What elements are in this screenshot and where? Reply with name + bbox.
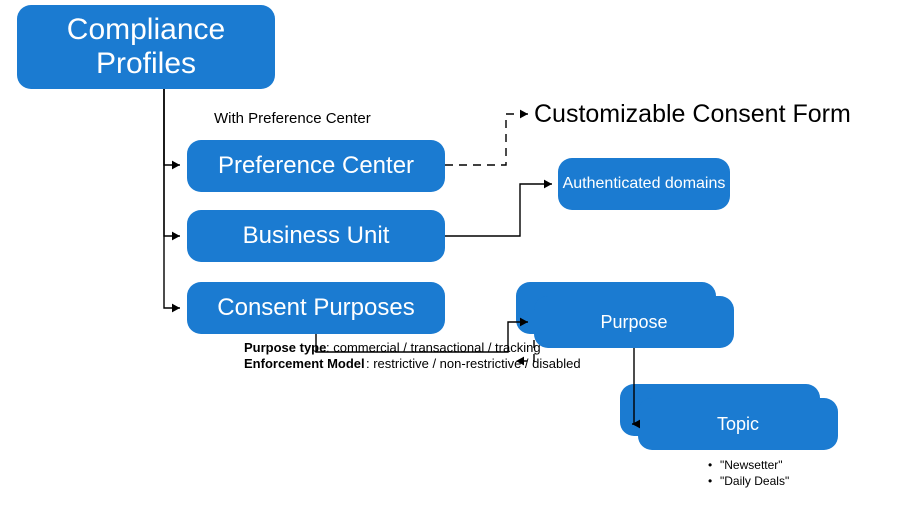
label-bullet-daily-deals: "Daily Deals" — [720, 474, 789, 488]
label-enforcement-strong: Enforcement Model — [244, 356, 365, 371]
label-purpose-type-strong: Purpose type — [244, 340, 326, 355]
node-consent-purposes: Consent Purposes — [187, 282, 445, 334]
node-label: Preference Center — [218, 152, 414, 180]
node-label: Compliance Profiles — [17, 13, 275, 82]
node-business-unit: Business Unit — [187, 210, 445, 262]
bullet-dot-2: • — [708, 474, 712, 488]
node-label: Authenticated domains — [563, 175, 726, 193]
node-label: Consent Purposes — [217, 294, 414, 322]
node-label: Purpose — [600, 312, 667, 333]
node-authenticated-domains: Authenticated domains — [558, 158, 730, 210]
label-purpose-type-rest: : commercial / transactional / tracking — [326, 340, 541, 355]
node-compliance-profiles: Compliance Profiles — [17, 5, 275, 89]
label-customizable-consent-form: Customizable Consent Form — [534, 100, 851, 129]
node-topic: Topic — [638, 398, 838, 450]
node-purpose: Purpose — [534, 296, 734, 348]
label-enforcement-rest: : restrictive / non-restrictive / disabl… — [366, 356, 581, 371]
node-label: Topic — [717, 414, 759, 435]
node-preference-center: Preference Center — [187, 140, 445, 192]
label-with-preference-center: With Preference Center — [214, 110, 371, 127]
node-label: Business Unit — [243, 222, 390, 250]
label-bullet-newsletter: "Newsetter" — [720, 458, 783, 472]
bullet-dot-1: • — [708, 458, 712, 472]
